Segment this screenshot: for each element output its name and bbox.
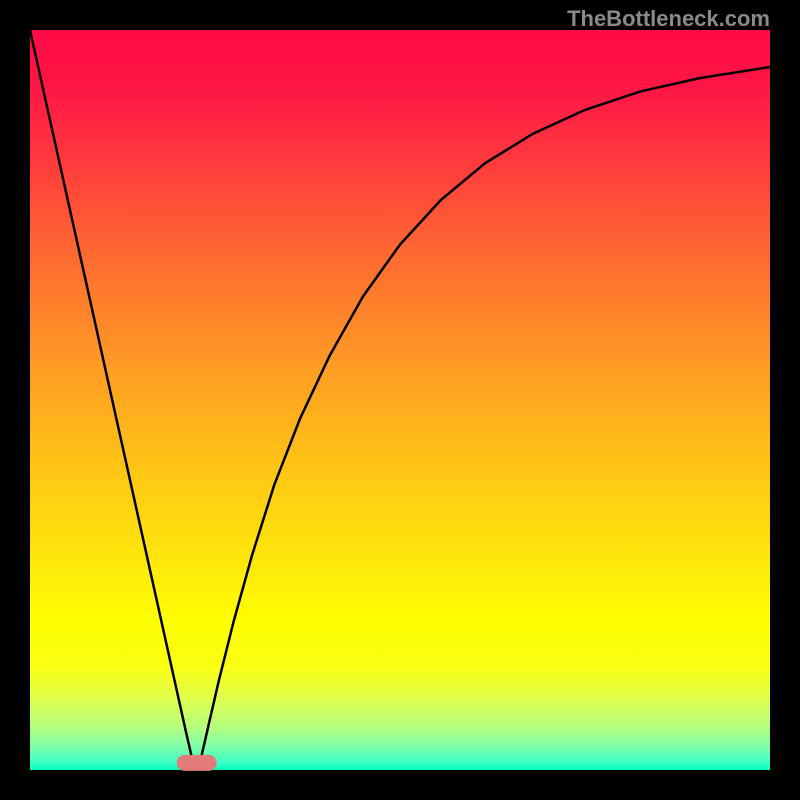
- curve-layer: [30, 30, 770, 770]
- chart-container: TheBottleneck.com: [0, 0, 800, 800]
- bottleneck-curve: [30, 30, 770, 769]
- plot-area: [30, 30, 770, 770]
- watermark-text: TheBottleneck.com: [567, 6, 770, 32]
- optimal-marker: [176, 754, 217, 770]
